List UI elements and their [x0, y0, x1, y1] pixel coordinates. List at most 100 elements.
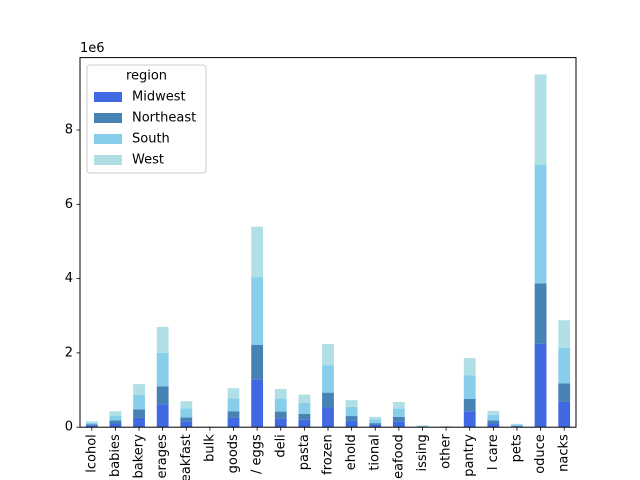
bar-south-10	[322, 365, 334, 393]
bar-west-2	[133, 384, 145, 395]
bar-northeast-13	[392, 416, 405, 422]
bar-south-0	[85, 422, 98, 425]
bar-northeast-20	[558, 383, 571, 402]
bar-midwest-13	[392, 421, 405, 428]
bar-midwest-10	[322, 407, 334, 428]
bar-midwest-0	[85, 425, 98, 428]
bar-northeast-11	[345, 416, 358, 421]
bar-west-20	[558, 320, 571, 348]
y-scale-label: 1e6	[80, 41, 105, 56]
bar-northeast-19	[534, 283, 547, 344]
x-tick-label: l care	[486, 434, 501, 470]
bar-south-16	[463, 375, 476, 399]
legend-label-midwest: Midwest	[132, 90, 186, 105]
legend-title: region	[126, 69, 167, 84]
y-ticks-group: 0 2 4 6 8	[65, 123, 80, 435]
x-tick-label: deli	[273, 434, 288, 457]
bar-south-7	[251, 277, 264, 345]
bar-south-17	[487, 414, 500, 421]
bar-south-18	[511, 424, 523, 426]
bar-west-9	[298, 394, 311, 403]
x-tick-label: ehold	[344, 434, 359, 470]
bar-northeast-16	[463, 398, 476, 412]
x-tick-label: issing	[415, 434, 430, 471]
bar-west-8	[274, 388, 287, 399]
bar-midwest-11	[345, 420, 358, 428]
y-tick-label: 2	[65, 345, 73, 360]
bar-midwest-3	[156, 404, 169, 428]
x-tick-label: nacks	[557, 434, 572, 472]
bar-west-6	[227, 388, 240, 399]
bar-midwest-4	[180, 421, 193, 428]
bars-group	[85, 74, 571, 428]
bar-west-18	[511, 423, 523, 425]
x-tick-label: bulk	[202, 434, 217, 462]
bar-south-12	[369, 419, 382, 424]
bar-south-4	[180, 408, 193, 418]
y-tick-label: 8	[65, 123, 73, 138]
bar-west-19	[534, 74, 547, 165]
legend: region Midwest Northeast South West	[86, 64, 207, 174]
bar-midwest-20	[558, 401, 571, 428]
bar-midwest-9	[298, 419, 311, 428]
bar-northeast-3	[156, 386, 169, 405]
x-tick-label: tional	[368, 434, 383, 470]
bar-south-9	[298, 402, 311, 414]
bar-midwest-1	[109, 423, 122, 428]
bar-northeast-12	[369, 423, 382, 425]
bar-west-4	[180, 401, 193, 409]
bar-west-3	[156, 326, 169, 353]
x-tick-label: frozen	[321, 434, 336, 475]
bar-south-1	[109, 415, 122, 421]
bar-northeast-17	[487, 420, 500, 424]
bar-south-3	[156, 352, 169, 387]
bar-northeast-0	[85, 424, 98, 426]
legend-swatch-west	[94, 155, 122, 165]
x-tick-label: pasta	[297, 434, 312, 470]
bar-northeast-6	[227, 411, 240, 418]
bar-south-13	[392, 408, 405, 417]
bar-northeast-18	[511, 425, 523, 427]
bar-west-10	[322, 343, 334, 366]
x-tick-label: bakery	[132, 434, 147, 479]
bar-northeast-9	[298, 413, 311, 420]
bar-south-19	[534, 164, 547, 284]
bar-west-0	[85, 421, 98, 423]
y-tick-label: 4	[65, 271, 73, 286]
x-tick-label: lcohol	[84, 434, 99, 473]
bar-south-11	[345, 406, 358, 417]
bar-west-13	[392, 401, 405, 409]
bar-midwest-12	[369, 424, 382, 428]
bar-west-7	[251, 226, 264, 278]
bar-west-12	[369, 416, 382, 420]
bar-south-6	[227, 398, 240, 412]
x-tick-label: erages	[155, 434, 170, 479]
bar-midwest-19	[534, 343, 547, 428]
legend-swatch-midwest	[94, 92, 122, 102]
bar-south-2	[133, 394, 145, 410]
x-ticks-group: lcohol babies bakery erages eakfast bulk goods…	[84, 427, 572, 480]
legend-swatch-south	[94, 134, 122, 144]
bar-west-16	[463, 358, 476, 376]
plot-frame	[79, 57, 577, 428]
x-tick-label: other	[439, 434, 454, 469]
x-tick-label: eafood	[391, 434, 406, 479]
x-tick-label: / eggs	[250, 434, 265, 474]
bar-midwest-17	[487, 423, 500, 428]
x-tick-label: eakfast	[179, 434, 194, 480]
bar-midwest-2	[133, 417, 145, 428]
legend-label-west: West	[132, 153, 164, 168]
x-tick-label: goods	[226, 434, 241, 473]
bar-midwest-7	[251, 379, 264, 428]
x-tick-label: pantry	[462, 434, 477, 477]
x-tick-label: pets	[509, 434, 524, 462]
x-tick-label: babies	[108, 434, 123, 477]
bar-west-11	[345, 400, 358, 407]
bar-west-1	[109, 411, 122, 416]
bar-northeast-7	[251, 344, 264, 380]
bar-midwest-16	[463, 411, 476, 428]
bar-midwest-8	[274, 418, 287, 428]
bar-northeast-1	[109, 420, 122, 424]
legend-swatch-northeast	[94, 113, 122, 123]
